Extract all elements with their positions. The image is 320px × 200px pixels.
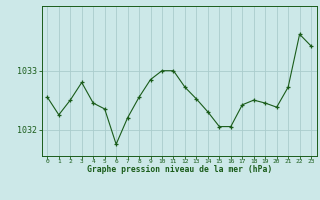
X-axis label: Graphe pression niveau de la mer (hPa): Graphe pression niveau de la mer (hPa) — [87, 165, 272, 174]
